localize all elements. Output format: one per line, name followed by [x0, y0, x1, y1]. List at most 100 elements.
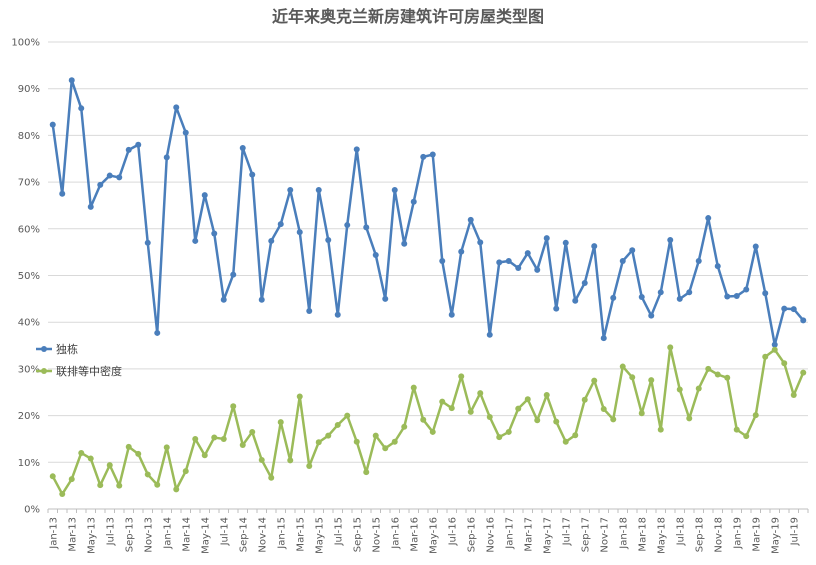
data-point — [287, 187, 294, 194]
legend-item-townhouse: 联排等中密度 — [36, 364, 122, 378]
x-axis-ticks: Jan-13 Mar-13 May-13 Jul-13 Sep-13 Nov-13 Jan-… — [47, 509, 809, 554]
data-point — [68, 77, 75, 84]
data-point — [543, 392, 550, 399]
data-point — [125, 146, 132, 153]
data-point — [771, 341, 778, 348]
data-point — [496, 259, 503, 266]
data-point — [572, 432, 579, 439]
data-point — [553, 418, 560, 425]
data-point — [724, 293, 731, 300]
x-tick-label: Jan-19 — [732, 517, 743, 550]
x-tick-label: May-19 — [770, 517, 781, 554]
data-point — [752, 412, 759, 419]
data-point — [135, 450, 142, 457]
data-point — [439, 398, 446, 405]
data-point — [192, 435, 199, 442]
y-tick-label: 0% — [24, 505, 40, 516]
x-tick-label: Mar-18 — [637, 517, 648, 552]
data-point — [790, 392, 797, 399]
data-point — [562, 438, 569, 445]
data-point — [581, 279, 588, 286]
data-point — [315, 439, 322, 446]
data-point — [676, 386, 683, 393]
x-tick-label: May-15 — [314, 517, 325, 554]
x-tick-label: Jan-17 — [504, 517, 515, 550]
data-point — [201, 192, 208, 199]
data-point — [695, 385, 702, 392]
data-point — [220, 435, 227, 442]
data-point — [306, 307, 313, 314]
data-point — [705, 215, 712, 222]
data-point — [230, 403, 237, 410]
data-point — [733, 426, 740, 433]
x-tick-label: Nov-17 — [599, 517, 610, 553]
x-tick-label: Jan-18 — [618, 517, 629, 550]
x-tick-label: May-16 — [428, 517, 439, 554]
data-point — [239, 145, 246, 152]
data-point — [325, 237, 332, 244]
x-tick-label: Mar-13 — [67, 517, 78, 552]
data-point — [287, 457, 294, 464]
series-group — [49, 77, 807, 498]
x-tick-label: Sep-17 — [580, 517, 591, 552]
x-tick-label: May-13 — [86, 517, 97, 554]
data-point — [743, 286, 750, 293]
data-point — [59, 190, 66, 197]
x-tick-label: Mar-17 — [523, 517, 534, 552]
data-point — [410, 198, 417, 205]
data-point — [87, 455, 94, 462]
data-point — [154, 481, 161, 488]
data-point — [781, 305, 788, 312]
data-point — [638, 293, 645, 300]
data-point — [116, 482, 123, 489]
data-point — [391, 187, 398, 194]
data-point — [249, 171, 256, 178]
data-point — [325, 432, 332, 439]
data-point — [477, 239, 484, 246]
chart-title: 近年来奥克兰新房建筑许可房屋类型图 — [272, 7, 544, 26]
data-point — [619, 363, 626, 370]
data-point — [458, 248, 465, 255]
data-point — [420, 153, 427, 160]
legend-item-single-house: 独栋 — [36, 342, 78, 356]
data-point — [144, 471, 151, 478]
data-point — [505, 428, 512, 435]
y-tick-label: 30% — [18, 364, 40, 375]
data-point — [477, 390, 484, 397]
data-point — [657, 289, 664, 296]
data-point — [619, 258, 626, 265]
data-point — [268, 237, 275, 244]
data-point — [610, 294, 617, 301]
x-tick-label: Jan-13 — [48, 517, 59, 550]
data-point — [410, 384, 417, 391]
data-point — [781, 360, 788, 367]
x-tick-label: May-17 — [542, 517, 553, 554]
data-point — [154, 329, 161, 336]
legend: 独栋 联排等中密度 — [36, 342, 122, 378]
series-line — [51, 346, 805, 496]
gridlines — [48, 41, 808, 510]
data-point — [629, 247, 636, 254]
data-point — [505, 258, 512, 265]
data-point — [524, 250, 531, 257]
legend-marker-townhouse — [41, 368, 47, 374]
data-point — [78, 449, 85, 456]
data-point — [211, 230, 218, 237]
data-point — [733, 293, 740, 300]
data-point — [382, 445, 389, 452]
data-point — [401, 240, 408, 247]
data-point — [163, 444, 170, 451]
y-tick-label: 20% — [18, 411, 40, 422]
data-point — [201, 452, 208, 459]
data-point — [296, 229, 303, 236]
data-point — [486, 331, 493, 338]
data-point — [49, 121, 56, 128]
data-point — [296, 393, 303, 400]
data-point — [610, 416, 617, 423]
data-point — [714, 263, 721, 270]
x-tick-label: May-18 — [656, 517, 667, 554]
data-point — [277, 419, 284, 426]
x-tick-label: Sep-16 — [466, 517, 477, 552]
data-point — [705, 365, 712, 372]
